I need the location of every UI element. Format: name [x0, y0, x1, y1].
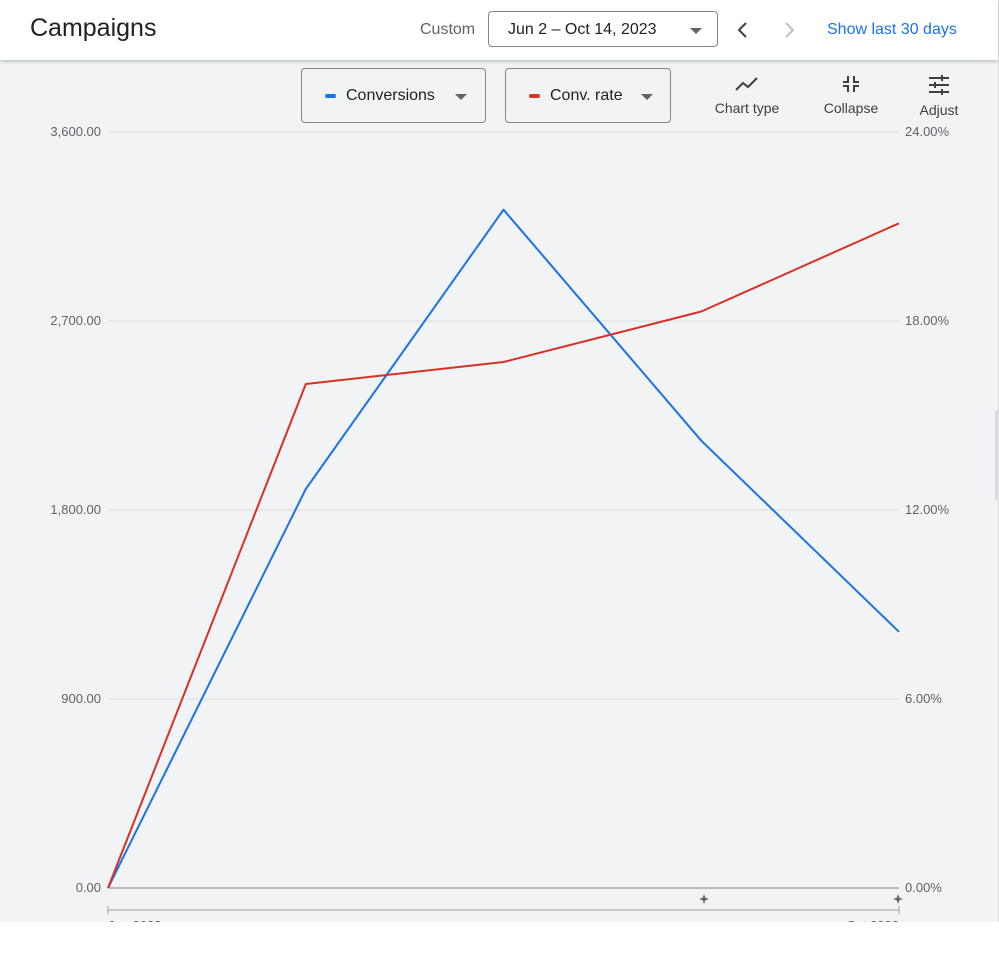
series-color-swatch [325, 94, 336, 98]
adjust-label: Adjust [919, 102, 959, 118]
series-color-swatch [529, 94, 540, 98]
date-range-value: Jun 2 – Oct 14, 2023 [508, 21, 657, 38]
chevron-right-icon [785, 22, 795, 38]
next-period-button[interactable] [774, 14, 804, 46]
left-axis-tick-label: 1,800.00 [50, 502, 101, 517]
app-window: Campaigns Custom Jun 2 – Oct 14, 2023 Sh… [0, 0, 999, 922]
series-line-conv-rate[interactable] [107, 222, 900, 889]
chevron-down-icon [455, 94, 467, 100]
left-axis-tick-label: 900.00 [61, 691, 101, 706]
page-header: Campaigns Custom Jun 2 – Oct 14, 2023 Sh… [0, 0, 998, 60]
sparkle-icon[interactable] [699, 894, 709, 904]
right-axis-tick-label: 18.00% [905, 313, 950, 328]
metric-label: Conversions [346, 87, 435, 104]
performance-chart: 0.00 0.00% 900.00 6.00% 1,800.00 12.00% 2,700.… [50, 124, 950, 922]
date-range-type-label: Custom [420, 21, 476, 38]
page-title: Campaigns [30, 14, 157, 42]
left-axis-tick-label: 3,600.00 [50, 124, 101, 139]
sparkle-icon[interactable] [893, 894, 903, 904]
adjust-button[interactable]: Adjust [912, 74, 966, 124]
show-last-30-days-link[interactable]: Show last 30 days [827, 21, 957, 38]
chevron-left-icon [737, 22, 747, 38]
metric-label: Conv. rate [550, 87, 623, 104]
chart-type-button[interactable]: Chart type [708, 74, 786, 124]
chevron-down-icon [641, 94, 653, 100]
date-range-dropdown[interactable]: Jun 2 – Oct 14, 2023 [488, 11, 718, 47]
line-chart-icon [735, 77, 758, 91]
chevron-down-icon [690, 28, 702, 34]
metric-selector-conv-rate[interactable]: Conv. rate [505, 68, 671, 123]
x-axis-label-end: Oct 2023 [846, 918, 899, 922]
chart-type-label: Chart type [714, 100, 780, 116]
left-axis-tick-label: 0.00 [76, 880, 101, 895]
right-axis-tick-label: 12.00% [905, 502, 950, 517]
collapse-label: Collapse [823, 100, 879, 116]
tune-icon [929, 75, 949, 95]
series-line-conversions[interactable] [107, 208, 900, 889]
previous-period-button[interactable] [728, 14, 758, 46]
x-axis-label-start: Jun 2023 [108, 918, 162, 922]
left-axis-tick-label: 2,700.00 [50, 313, 101, 328]
collapse-button[interactable]: Collapse [818, 74, 884, 124]
metric-selector-conversions[interactable]: Conversions [301, 68, 486, 123]
scrollbar[interactable] [995, 410, 998, 500]
right-axis-tick-label: 6.00% [905, 691, 942, 706]
collapse-icon [843, 76, 859, 92]
right-axis-tick-label: 24.00% [905, 124, 950, 139]
right-axis-tick-label: 0.00% [905, 880, 942, 895]
